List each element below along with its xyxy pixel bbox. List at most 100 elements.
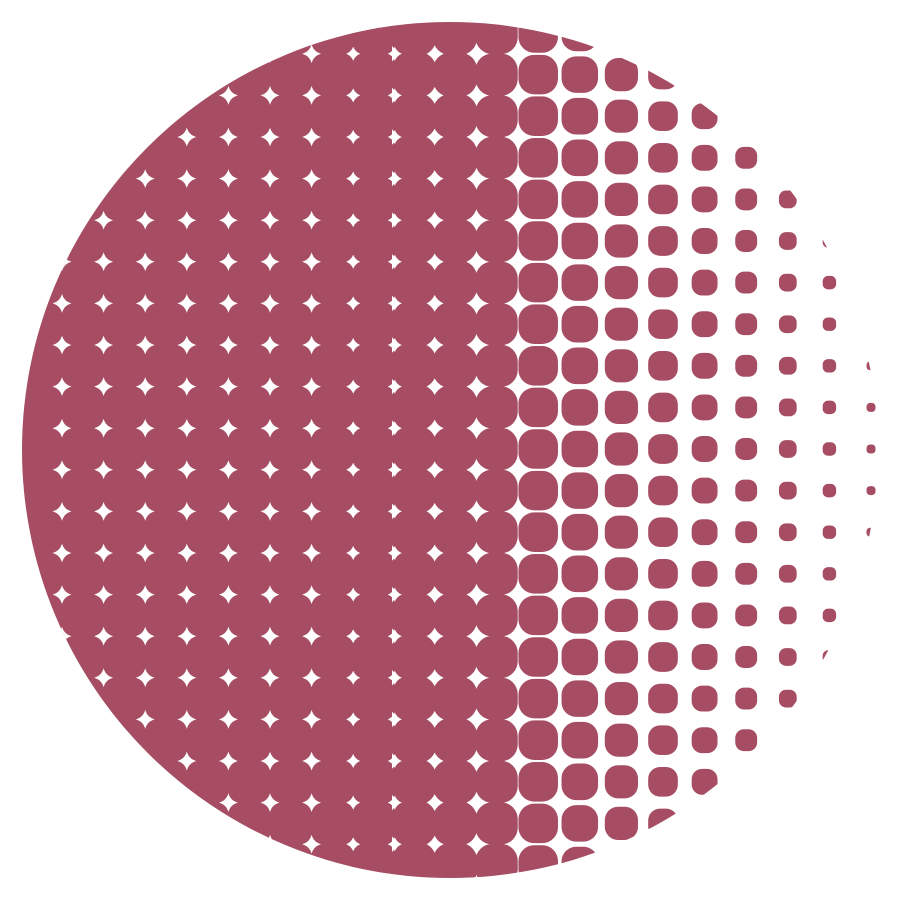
halftone-dot (604, 390, 639, 425)
halftone-hole (94, 335, 114, 355)
halftone-dot (691, 852, 718, 878)
halftone-hole (52, 585, 72, 605)
halftone-hole (52, 210, 72, 230)
halftone-hole (177, 377, 197, 397)
halftone-dot (475, 427, 518, 471)
halftone-hole (52, 543, 72, 563)
halftone-dot (432, 801, 478, 846)
halftone-dot (475, 802, 518, 845)
halftone-hole (177, 709, 197, 729)
halftone-dot (691, 810, 718, 837)
halftone-hole (135, 876, 155, 878)
halftone-dot (518, 678, 558, 719)
halftone-hole (302, 460, 322, 480)
halftone-hole (346, 254, 361, 269)
halftone-hole (52, 127, 72, 147)
halftone-dot (349, 884, 395, 900)
halftone-hole (135, 793, 155, 813)
halftone-dot (390, 301, 437, 348)
halftone-dot (778, 356, 797, 375)
halftone-dot (648, 101, 678, 132)
halftone-dot (475, 594, 518, 637)
halftone-hole (260, 876, 280, 878)
halftone-hole (52, 377, 72, 397)
halftone-dot (648, 642, 678, 672)
halftone-dot (349, 0, 395, 14)
halftone-dot (390, 259, 437, 306)
halftone-dot (866, 361, 876, 371)
halftone-hole (346, 795, 361, 810)
halftone-dot (866, 402, 876, 412)
halftone-hole (218, 252, 238, 272)
halftone-hole (94, 377, 114, 397)
halftone-dot (735, 188, 758, 211)
halftone-dot (735, 0, 757, 2)
halftone-hole (177, 293, 197, 313)
halftone-dot (475, 677, 518, 720)
halftone-hole (135, 252, 155, 272)
halftone-dot (390, 509, 437, 556)
halftone-hole (302, 501, 322, 521)
halftone-dot (518, 720, 558, 760)
halftone-dot (605, 0, 638, 8)
halftone-dot (348, 426, 395, 472)
halftone-dot (518, 54, 558, 95)
halftone-hole (177, 876, 197, 878)
halftone-hole (346, 5, 360, 19)
halftone-dot (475, 552, 518, 595)
halftone-hole (261, 3, 280, 22)
halftone-hole (302, 252, 322, 272)
halftone-dot (648, 808, 678, 839)
halftone-dot (778, 273, 797, 292)
halftone-hole (218, 585, 238, 605)
halftone-dot (735, 396, 758, 419)
halftone-dot (735, 812, 758, 835)
halftone-dot (432, 93, 478, 139)
halftone-dot (691, 228, 718, 254)
halftone-hole (218, 501, 238, 521)
halftone-dot (778, 856, 797, 874)
halftone-dot (518, 179, 558, 220)
halftone-hole (260, 210, 280, 230)
halftone-dot (561, 555, 599, 593)
halftone-dot (561, 305, 599, 343)
halftone-dot (648, 475, 678, 506)
halftone-dot (604, 349, 639, 383)
halftone-dot (348, 134, 395, 181)
halftone-dot (348, 675, 395, 722)
halftone-hole (387, 670, 402, 685)
halftone-dot (348, 176, 395, 223)
halftone-dot (604, 432, 639, 466)
halftone-dot (475, 843, 518, 878)
halftone-dot (433, 884, 478, 900)
halftone-hole (260, 252, 280, 272)
halftone-hole (135, 44, 155, 64)
halftone-dot (778, 65, 797, 84)
halftone-dot (604, 141, 639, 175)
halftone-dot (390, 675, 437, 722)
halftone-dot (691, 602, 718, 629)
halftone-dot (648, 226, 678, 256)
halftone-dot (348, 509, 395, 556)
halftone-dot (866, 569, 876, 579)
halftone-dot (475, 719, 518, 762)
halftone-dot (691, 436, 718, 462)
halftone-dot (561, 805, 599, 842)
halftone-dot (518, 429, 558, 469)
halftone-dot (390, 467, 437, 514)
halftone-hole (302, 127, 322, 147)
halftone-hole (177, 3, 196, 22)
halftone-dot (475, 885, 517, 900)
halftone-dot (778, 689, 797, 708)
halftone-dot (390, 134, 437, 181)
halftone-dot (735, 729, 758, 752)
halftone-dot (518, 803, 558, 844)
halftone-dot (822, 858, 837, 872)
halftone-dot (648, 850, 678, 878)
halftone-hole (302, 85, 322, 105)
halftone-hole (387, 254, 402, 269)
halftone-dot (822, 525, 837, 539)
halftone-hole (218, 210, 238, 230)
halftone-dot (866, 818, 876, 828)
